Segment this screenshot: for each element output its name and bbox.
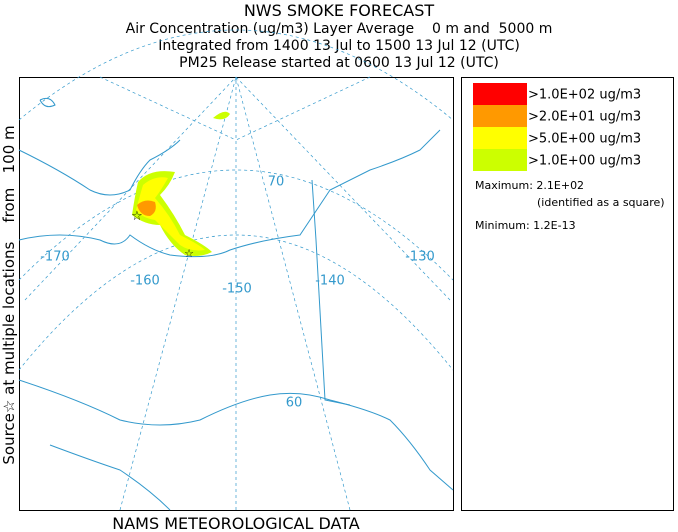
legend-label: >5.0E+00 ug/m3 — [528, 132, 641, 147]
map-label: -130 — [405, 250, 435, 265]
maximum: Maximum: 2.1E+02 — [475, 179, 584, 192]
subtitle: Integrated from 1400 13 Jul to 1500 13 J… — [158, 38, 520, 54]
smoke-plume: ☆ ☆ — [131, 111, 230, 260]
max-note: (identified as a square) — [537, 196, 665, 209]
legend-swatch — [473, 83, 527, 105]
svg-text:☆: ☆ — [131, 209, 143, 224]
legend-label: >1.0E+02 ug/m3 — [528, 88, 641, 103]
map-label: 60 — [286, 396, 303, 411]
subtitle: PM25 Release started at 0600 13 Jul 12 (… — [179, 55, 499, 71]
subtitle: Air Concentration (ug/m3) Layer Average … — [126, 21, 553, 37]
legend-swatch — [473, 149, 527, 171]
side-label: Source☆ at multiple locations from 100 m — [0, 125, 18, 464]
legend-label: >1.0E+00 ug/m3 — [528, 154, 641, 169]
map-label: 70 — [268, 175, 285, 190]
map-label: -160 — [130, 274, 160, 289]
legend-swatch — [473, 105, 527, 127]
map-label: -170 — [40, 250, 70, 265]
map — [18, 29, 454, 511]
map-label: -140 — [315, 274, 345, 289]
title: NWS SMOKE FORECAST — [244, 1, 435, 20]
legend-frame — [461, 77, 674, 511]
svg-text:☆: ☆ — [184, 247, 194, 260]
legend-label: >2.0E+01 ug/m3 — [528, 110, 641, 125]
map-label: -150 — [222, 282, 252, 297]
minimum: Minimum: 1.2E-13 — [475, 219, 576, 232]
legend-swatch — [473, 127, 527, 149]
footer: NAMS METEOROLOGICAL DATA — [112, 514, 360, 532]
